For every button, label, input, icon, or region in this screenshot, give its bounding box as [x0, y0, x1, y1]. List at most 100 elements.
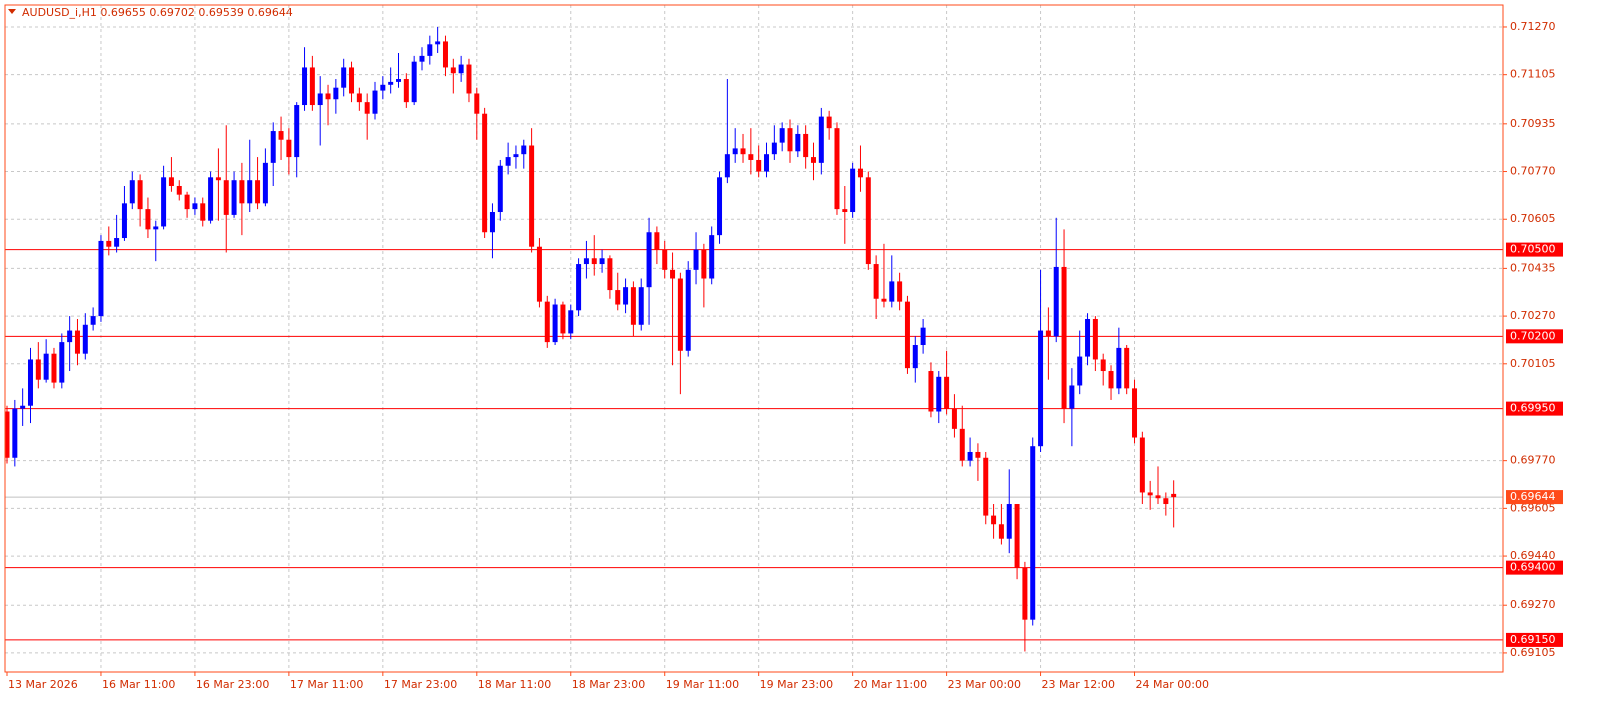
candle-body: [1045, 330, 1051, 337]
candle-body: [20, 405, 26, 409]
candle-body: [67, 330, 73, 343]
candle-body: [521, 145, 527, 155]
candle-body: [505, 157, 511, 166]
candle-body: [1139, 437, 1145, 493]
candle-body: [247, 180, 253, 204]
candle-body: [998, 524, 1004, 539]
candle-body: [12, 408, 18, 458]
candle-body: [184, 194, 190, 210]
candle-body: [489, 212, 495, 233]
candle-body: [98, 240, 104, 317]
candle-body: [1085, 318, 1091, 357]
y-tick-label: 0.70770: [1510, 165, 1556, 178]
candle-body: [396, 79, 401, 82]
candle-body: [850, 168, 856, 213]
candle-body: [732, 148, 738, 155]
candle-body: [693, 249, 699, 270]
candle-body: [114, 238, 120, 247]
candle-body: [372, 90, 378, 114]
candle-body: [623, 287, 629, 305]
x-tick-label: 13 Mar 2026: [8, 678, 78, 691]
level-label: 0.69150: [1510, 633, 1556, 646]
candle-body: [552, 304, 558, 343]
candle-body: [474, 93, 480, 114]
candle-body: [771, 142, 777, 155]
candle-body: [615, 290, 621, 305]
candle-body: [333, 87, 339, 100]
current-price-label: 0.69644: [1510, 490, 1556, 503]
level-label: 0.70500: [1510, 243, 1556, 256]
candle-body: [630, 287, 636, 325]
x-tick-label: 16 Mar 11:00: [102, 678, 175, 691]
candle-body: [231, 180, 237, 215]
candle-body: [239, 180, 245, 204]
level-label-box: [1506, 401, 1563, 416]
candle-body: [709, 235, 715, 279]
x-tick-label: 19 Mar 23:00: [760, 678, 833, 691]
candle-body: [435, 41, 441, 45]
candle-body: [920, 327, 926, 346]
candle-body: [803, 133, 809, 158]
candle-body: [364, 102, 370, 114]
candle-body: [1147, 492, 1153, 496]
candle-body: [466, 64, 472, 94]
candle-body: [302, 67, 308, 106]
candle-body: [717, 177, 723, 236]
candle-body: [153, 226, 159, 230]
candle-body: [388, 81, 394, 85]
candle-body: [764, 154, 770, 172]
candle-body: [1124, 347, 1130, 389]
y-tick-label: 0.69270: [1510, 598, 1556, 611]
candle-body: [380, 84, 386, 91]
candle-body: [944, 376, 950, 409]
candle-body: [787, 128, 793, 152]
level-label-box: [1506, 560, 1563, 575]
candle-body: [1116, 347, 1122, 389]
candle-body: [818, 116, 824, 163]
level-label: 0.70200: [1510, 329, 1556, 342]
candle-body: [35, 359, 41, 380]
candle-body: [967, 451, 973, 461]
candle-body: [748, 154, 754, 160]
x-tick-label: 17 Mar 11:00: [290, 678, 363, 691]
candle-body: [442, 41, 448, 68]
candle-body: [176, 185, 182, 195]
candle-body: [576, 264, 582, 311]
candle-body: [1108, 371, 1114, 389]
candle-body: [59, 342, 65, 383]
y-tick-label: 0.69770: [1510, 454, 1556, 467]
candle-body: [959, 428, 965, 461]
candle-body: [1061, 266, 1067, 409]
candle-body: [137, 180, 143, 210]
candle-body: [607, 258, 613, 291]
candle-body: [677, 278, 683, 351]
candle-body: [779, 128, 785, 143]
candle-body: [568, 310, 574, 334]
candle-body: [51, 353, 57, 383]
candle-body: [1014, 504, 1020, 568]
x-tick-label: 16 Mar 23:00: [196, 678, 269, 691]
candle-body: [1077, 356, 1083, 386]
candle-body: [1053, 266, 1059, 337]
x-tick-label: 20 Mar 11:00: [854, 678, 927, 691]
x-tick-label: 18 Mar 11:00: [478, 678, 551, 691]
candle-body: [1092, 318, 1098, 360]
candle-body: [536, 246, 542, 302]
candle-body: [904, 301, 910, 369]
candle-body: [583, 258, 589, 265]
x-tick-label: 17 Mar 23:00: [384, 678, 457, 691]
candle-body: [724, 154, 730, 178]
candle-body: [82, 324, 88, 354]
candle-body: [278, 131, 284, 140]
candle-body: [928, 371, 934, 412]
x-tick-label: 19 Mar 11:00: [666, 678, 739, 691]
candle-body: [4, 411, 10, 458]
candle-body: [638, 287, 644, 325]
candle-body: [1022, 567, 1028, 620]
candle-body: [129, 180, 135, 204]
candle-body: [27, 359, 33, 406]
candle-body: [270, 131, 276, 163]
candle-body: [740, 148, 746, 155]
level-label-box: [1506, 242, 1563, 257]
